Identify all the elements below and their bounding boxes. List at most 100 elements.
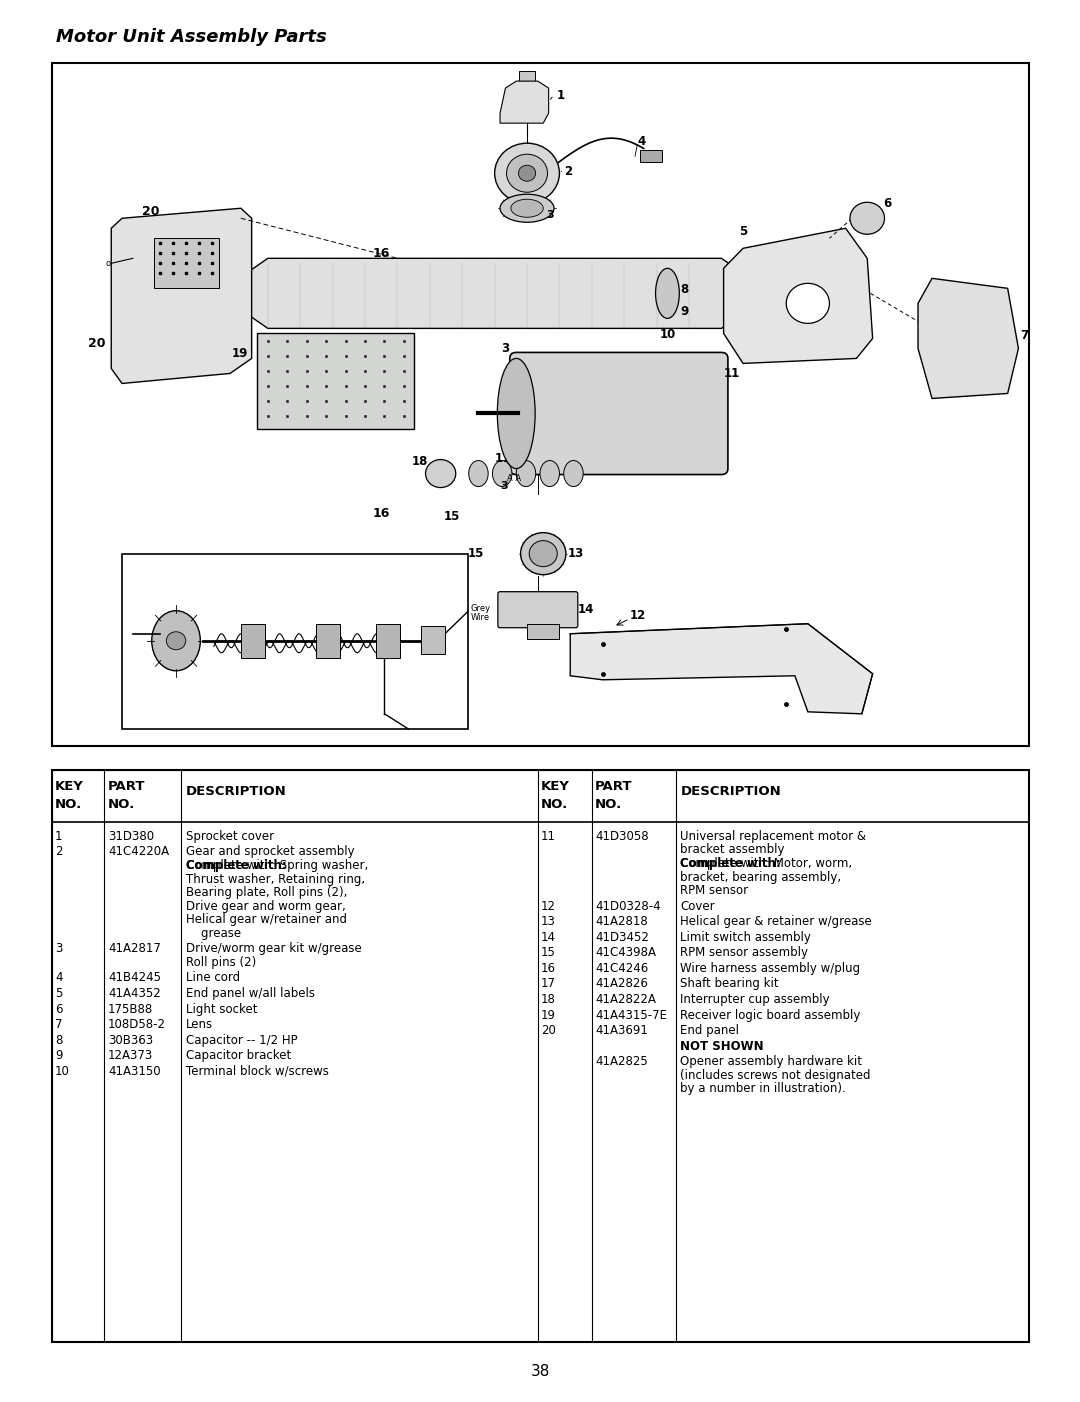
Text: (Down): (Down) xyxy=(264,565,294,575)
Ellipse shape xyxy=(540,460,559,486)
Text: 17: 17 xyxy=(541,977,556,990)
Text: (includes screws not designated: (includes screws not designated xyxy=(680,1068,870,1082)
Text: Brown: Brown xyxy=(134,583,160,593)
Text: 2: 2 xyxy=(55,845,63,858)
Text: 11: 11 xyxy=(541,830,556,843)
Ellipse shape xyxy=(850,202,885,234)
FancyBboxPatch shape xyxy=(498,592,578,628)
Text: 14: 14 xyxy=(578,603,594,617)
Ellipse shape xyxy=(656,268,679,318)
Text: Capacitor -- 1/2 HP: Capacitor -- 1/2 HP xyxy=(186,1033,297,1047)
Bar xyxy=(316,624,340,658)
Text: Terminal block w/screws: Terminal block w/screws xyxy=(186,1064,328,1078)
Text: Drive gear and worm gear,: Drive gear and worm gear, xyxy=(186,900,346,913)
Text: Shaft bearing kit: Shaft bearing kit xyxy=(680,977,779,990)
Text: 9: 9 xyxy=(680,304,689,318)
Text: A A: A A xyxy=(507,474,522,484)
Text: Roll pins (2): Roll pins (2) xyxy=(186,956,256,969)
Text: 8: 8 xyxy=(680,283,689,296)
Text: Light socket: Light socket xyxy=(186,1002,257,1015)
Text: Contact: Contact xyxy=(262,573,295,583)
Text: 31D380: 31D380 xyxy=(108,830,154,843)
Text: DESCRIPTION: DESCRIPTION xyxy=(186,785,286,798)
Polygon shape xyxy=(527,624,559,639)
Text: 41A2826: 41A2826 xyxy=(595,977,648,990)
Text: 15: 15 xyxy=(541,946,556,959)
Text: Center Limit: Center Limit xyxy=(204,704,256,712)
Text: 3: 3 xyxy=(546,210,554,220)
Text: ASSEMBLY: ASSEMBLY xyxy=(364,572,420,583)
Text: 38: 38 xyxy=(530,1364,550,1378)
Bar xyxy=(421,625,445,653)
Polygon shape xyxy=(111,209,252,384)
Text: 7: 7 xyxy=(1021,329,1029,342)
Text: 10: 10 xyxy=(55,1064,70,1078)
Text: Motor Unit Assembly Parts: Motor Unit Assembly Parts xyxy=(56,28,327,46)
Text: Thrust washer, Retaining ring,: Thrust washer, Retaining ring, xyxy=(186,872,365,886)
Text: bracket, bearing assembly,: bracket, bearing assembly, xyxy=(680,871,841,883)
Text: 41A2825: 41A2825 xyxy=(595,1056,648,1068)
Text: 6: 6 xyxy=(883,196,892,210)
Bar xyxy=(122,554,468,729)
Text: 30B363: 30B363 xyxy=(108,1033,153,1047)
Ellipse shape xyxy=(518,165,536,181)
Text: DESCRIPTION: DESCRIPTION xyxy=(680,785,781,798)
Bar xyxy=(376,624,400,658)
Polygon shape xyxy=(570,624,873,714)
Bar xyxy=(640,150,662,163)
Text: Contact: Contact xyxy=(214,712,246,722)
Text: Complete with: Motor, worm,: Complete with: Motor, worm, xyxy=(680,857,852,871)
Text: 20: 20 xyxy=(541,1023,556,1037)
Text: Opener assembly hardware kit: Opener assembly hardware kit xyxy=(680,1056,863,1068)
Text: 14: 14 xyxy=(541,931,556,944)
Text: Gear and sprocket assembly: Gear and sprocket assembly xyxy=(186,845,354,858)
Text: Helical gear & retainer w/grease: Helical gear & retainer w/grease xyxy=(680,916,873,928)
Text: 2: 2 xyxy=(564,164,572,178)
Text: 7: 7 xyxy=(55,1018,63,1030)
Text: End panel: End panel xyxy=(680,1023,740,1037)
Ellipse shape xyxy=(529,541,557,566)
Text: 16: 16 xyxy=(541,962,556,974)
Text: 12: 12 xyxy=(541,900,556,913)
Ellipse shape xyxy=(497,359,536,468)
Ellipse shape xyxy=(426,460,456,488)
Text: 19: 19 xyxy=(541,1008,556,1022)
Polygon shape xyxy=(246,258,743,328)
Ellipse shape xyxy=(500,195,554,223)
Text: LIMIT SWITCH: LIMIT SWITCH xyxy=(354,564,430,573)
Text: 41C4246: 41C4246 xyxy=(595,962,648,974)
Text: 1: 1 xyxy=(556,88,565,101)
Text: (Up): (Up) xyxy=(311,704,328,712)
Text: NO.: NO. xyxy=(595,798,622,810)
Text: Lens: Lens xyxy=(186,1018,213,1030)
Text: Yellow: Yellow xyxy=(384,709,410,718)
Polygon shape xyxy=(519,72,535,81)
Ellipse shape xyxy=(786,283,829,324)
Text: 13: 13 xyxy=(568,547,584,561)
Text: Interrupter cup assembly: Interrupter cup assembly xyxy=(680,993,831,1007)
Polygon shape xyxy=(500,81,549,123)
FancyBboxPatch shape xyxy=(510,352,728,474)
Text: NOT SHOWN: NOT SHOWN xyxy=(680,1040,764,1053)
Text: 9: 9 xyxy=(55,1049,63,1063)
Polygon shape xyxy=(918,279,1018,398)
Text: 5: 5 xyxy=(739,224,747,238)
Bar xyxy=(154,238,219,289)
Ellipse shape xyxy=(492,460,512,486)
Text: 41C4220A: 41C4220A xyxy=(108,845,170,858)
Text: 41A4315-7E: 41A4315-7E xyxy=(595,1008,667,1022)
Text: 175B88: 175B88 xyxy=(108,1002,153,1015)
Bar xyxy=(52,63,1029,746)
Text: 12: 12 xyxy=(630,610,646,622)
Text: 4: 4 xyxy=(55,972,63,984)
Text: PART: PART xyxy=(108,780,146,792)
Text: 108D58-2: 108D58-2 xyxy=(108,1018,166,1030)
Text: 20: 20 xyxy=(143,205,160,217)
Text: 41D0328-4: 41D0328-4 xyxy=(595,900,661,913)
Text: Gear: Gear xyxy=(139,677,159,686)
Ellipse shape xyxy=(495,143,559,203)
Text: Complete with:: Complete with: xyxy=(680,857,781,871)
Text: 3: 3 xyxy=(500,481,508,491)
Text: 16: 16 xyxy=(373,247,390,259)
Text: Drive: Drive xyxy=(138,667,160,677)
